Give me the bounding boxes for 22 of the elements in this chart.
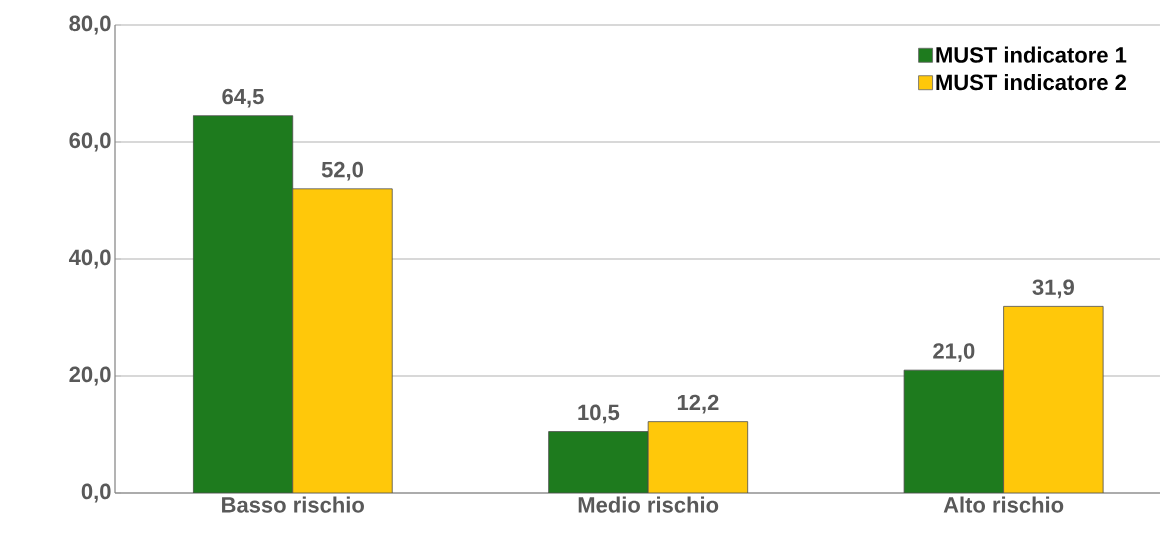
y-tick-label: 80,0	[69, 15, 111, 35]
bar	[1003, 305, 1104, 493]
x-tick-label: Alto rischio	[943, 496, 1064, 513]
data-label: 31,9	[1032, 279, 1074, 299]
y-tick-label: 20,0	[69, 366, 111, 386]
x-tick-label: Basso rischio	[222, 496, 364, 513]
data-label: 12,2	[677, 394, 719, 414]
bar	[647, 421, 749, 493]
data-label: 21,0	[933, 343, 975, 362]
bar	[548, 431, 649, 493]
x-tick-label: Medio rischio	[578, 496, 719, 513]
y-tick-label: 40,0	[68, 249, 111, 269]
legend-label: MUST indicatore 2	[936, 74, 1126, 91]
data-label: 10,5	[578, 404, 620, 424]
legend-label: MUST indicatore 1	[936, 46, 1127, 63]
y-tick-label: 60,0	[69, 132, 111, 152]
bar	[903, 369, 1004, 493]
bar	[192, 115, 294, 493]
y-tick-label: 0,0	[81, 483, 111, 503]
data-label: 52,0	[321, 161, 363, 181]
data-label: 64,5	[222, 88, 264, 108]
bar	[292, 188, 393, 493]
